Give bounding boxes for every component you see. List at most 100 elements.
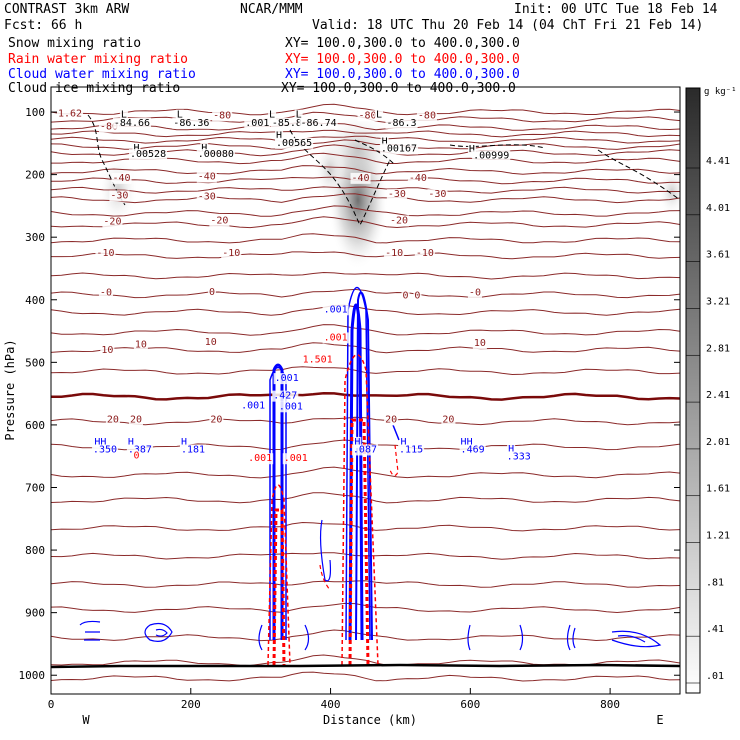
temperature-contour — [51, 216, 680, 229]
contour-label: -86.36 — [173, 118, 209, 129]
temperature-contour — [51, 233, 680, 244]
temperature-contour — [51, 580, 680, 588]
contour-label: -10 — [222, 248, 240, 259]
y-axis-label: Pressure (hPa) — [3, 339, 17, 440]
temperature-contour — [51, 251, 680, 260]
contour-label-bg — [467, 144, 476, 156]
colorbar-tick-label: 2.41 — [706, 390, 730, 401]
contour-label: .115 — [399, 444, 423, 455]
contour-label: .001 — [241, 401, 265, 412]
contour-label-bg — [299, 117, 338, 129]
contour-label: L — [296, 110, 302, 121]
legend-cloudice-xy: XY= 100.0,300.0 to 400.0,300.0 — [281, 81, 516, 96]
rain-water-contours — [267, 354, 399, 666]
temperature-contour — [51, 165, 680, 175]
contour-label-bg — [277, 401, 304, 413]
temperature-contour — [51, 366, 680, 376]
contour-label-bg — [128, 414, 144, 426]
contour-label: L — [269, 110, 275, 121]
contour-labels: 1.62-80L-84.66L-86.36-80 L L.001 -85.8-86.7… — [56, 108, 532, 465]
contour-label-bg — [472, 150, 511, 162]
contour-label: .350 — [93, 444, 117, 455]
contour-label: L — [177, 110, 183, 121]
x-tick-label: 800 — [600, 698, 620, 711]
contour-label: -40 — [352, 173, 370, 184]
colorbar-tick-label: 1.21 — [706, 531, 730, 542]
contour-label: .001 — [275, 373, 299, 384]
contour-label-bg — [111, 172, 132, 184]
colorbar-tick-label: 1.61 — [706, 484, 730, 495]
contour-label: -0 — [100, 287, 112, 298]
colorbar-tick-label: 3.61 — [706, 250, 730, 261]
contour-label-bg — [322, 332, 349, 344]
snow-contour-central — [289, 129, 391, 227]
terrain-line — [51, 663, 680, 669]
contour-label-bg — [379, 143, 419, 155]
contour-label-bg — [56, 108, 84, 120]
contour-label-bg — [133, 339, 148, 351]
colorbar-tick-label: .81 — [706, 577, 724, 588]
x-tick-label: 0 — [48, 698, 55, 711]
contour-label: -80 — [100, 122, 118, 133]
temperature-contour — [51, 193, 680, 204]
y-tick-label: 600 — [25, 419, 45, 432]
contour-label: 1.501 — [303, 354, 333, 365]
contour-label-bg — [91, 444, 119, 456]
contour-label-bg — [407, 172, 428, 184]
contour-label-bg — [401, 290, 410, 302]
contour-label: -10 — [385, 248, 403, 259]
contour-label: -84.66 — [114, 118, 150, 129]
contour-label-bg — [221, 247, 242, 259]
contour-label-bg — [505, 451, 532, 463]
contour-label: 0 — [133, 451, 139, 462]
contour-label: HH — [461, 437, 473, 448]
contour-label-bg — [179, 444, 207, 456]
init-time: Init: 00 UTC Tue 18 Feb 14 — [514, 2, 718, 17]
colorbar-tick-label: 4.01 — [706, 203, 730, 214]
contour-label: .001 — [284, 453, 308, 464]
contour-label-bg — [126, 444, 153, 456]
contour-label: -10 — [416, 248, 434, 259]
contour-label-bg — [109, 190, 130, 202]
contour-label-bg — [413, 290, 422, 302]
y-tick-label: 700 — [25, 481, 45, 494]
contour-label-bg — [467, 287, 482, 299]
freezing-level-contour — [51, 391, 680, 401]
contour-label-bg — [294, 109, 303, 121]
contour-label-bg — [112, 117, 152, 129]
cloud-ice-shading-mid — [314, 140, 346, 200]
valid-time: Valid: 18 UTC Thu 20 Feb 14 (04 ChT Fri … — [312, 18, 703, 33]
y-tick-label: 1000 — [19, 669, 46, 682]
contour-label-bg — [196, 171, 217, 183]
legend-cloudice-label: Cloud ice mixing ratio — [8, 81, 180, 96]
contour-label-bg — [119, 109, 128, 121]
temperature-contour — [51, 671, 680, 682]
contour-label: -0 — [469, 287, 481, 298]
temperature-contour — [51, 129, 680, 138]
contour-label: .001 — [245, 118, 269, 129]
contour-label-bg — [209, 215, 230, 227]
forecast-hour: Fcst: 66 h — [4, 18, 82, 33]
contour-label: 0 — [403, 291, 409, 302]
contour-label-bg — [105, 414, 120, 426]
legend-rain-xy: XY= 100.0,300.0 to 400.0,300.0 — [285, 52, 520, 67]
temperature-contour — [51, 271, 680, 280]
center-title: NCAR/MMM — [240, 2, 303, 17]
contour-label: .00565 — [276, 138, 312, 149]
contour-label-bg — [459, 444, 486, 456]
contour-label-bg — [98, 287, 113, 299]
contour-label-bg — [351, 444, 379, 456]
contour-label: 10 — [474, 338, 486, 349]
plot-area: 1.62-80L-84.66L-86.36-80 L L.001 -85.8-86.7… — [51, 103, 680, 682]
contour-label-bg — [282, 453, 309, 465]
temperature-contour — [51, 492, 680, 504]
y-tick-label: 100 — [25, 106, 45, 119]
contour-label: -86.74 — [301, 118, 337, 129]
model-title: CONTRAST 3km ARW — [4, 2, 129, 17]
x-axis: 0 200 400 600 800 — [48, 688, 620, 711]
contour-label-bg — [507, 443, 516, 455]
colorbar-gradient — [685, 87, 701, 694]
colorbar-tick-label: .01 — [706, 671, 724, 682]
contour-label-bg — [93, 436, 108, 448]
